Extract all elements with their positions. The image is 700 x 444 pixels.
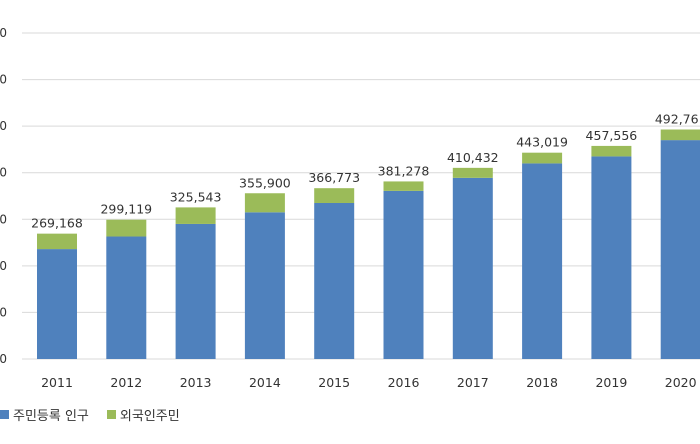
x-tick-label: 2011: [41, 375, 73, 390]
bar-foreign: [175, 207, 216, 224]
data-label: 355,900: [239, 175, 291, 190]
data-label: 299,119: [100, 202, 152, 217]
bar-foreign: [244, 193, 285, 213]
x-tick-label: 2012: [110, 375, 142, 390]
bar-resident: [314, 202, 355, 359]
legend-item-resident: 주민등록 인구: [0, 405, 89, 424]
bar-resident: [37, 249, 77, 359]
y-tick-label: 0: [0, 26, 7, 40]
legend-label-foreign: 외국인주민: [119, 408, 180, 424]
y-tick-label: 0: [0, 166, 7, 180]
y-tick-label: 0: [0, 305, 7, 319]
bar-resident: [660, 140, 700, 359]
x-tick-label: 2016: [388, 375, 420, 390]
bar-foreign: [660, 129, 700, 141]
data-label: 325,543: [170, 189, 222, 204]
data-label: 492,761: [655, 112, 700, 127]
y-tick-label: 0: [0, 119, 7, 133]
bar-foreign: [37, 233, 77, 250]
y-tick-label: 0: [0, 259, 7, 273]
bar-foreign: [452, 167, 493, 178]
bar-resident: [383, 190, 424, 359]
data-label: 269,168: [31, 216, 83, 231]
y-tick-label: 0: [0, 352, 7, 366]
bar-foreign: [106, 219, 147, 237]
legend: 주민등록 인구 외국인주민: [0, 404, 198, 424]
bar-resident: [452, 177, 493, 359]
data-label: 366,773: [308, 170, 360, 185]
x-tick-label: 2015: [318, 375, 350, 390]
x-tick-label: 2020: [665, 375, 697, 390]
bar-resident: [591, 156, 632, 359]
data-label: 381,278: [378, 163, 430, 178]
bar-foreign: [383, 181, 424, 191]
legend-item-foreign: 외국인주민: [106, 405, 180, 424]
legend-label-resident: 주민등록 인구: [13, 408, 89, 424]
bar-resident: [244, 212, 285, 359]
y-tick-label: 0: [0, 73, 7, 87]
y-tick-label: 0: [0, 212, 7, 226]
bar-resident: [106, 236, 147, 359]
data-label: 410,432: [447, 150, 499, 165]
x-tick-label: 2014: [249, 375, 281, 390]
x-tick-label: 2018: [526, 375, 558, 390]
legend-swatch-foreign: [106, 409, 116, 419]
x-tick-label: 2013: [180, 375, 212, 390]
legend-swatch-resident: [0, 409, 9, 419]
bar-foreign: [314, 188, 355, 203]
bar-foreign: [591, 145, 632, 157]
data-label: 457,556: [586, 128, 638, 143]
x-tick-label: 2017: [457, 375, 489, 390]
x-tick-label: 2019: [595, 375, 627, 390]
bar-resident: [175, 223, 216, 359]
bar-resident: [522, 163, 563, 359]
bar-foreign: [522, 152, 563, 164]
data-label: 443,019: [516, 135, 568, 150]
